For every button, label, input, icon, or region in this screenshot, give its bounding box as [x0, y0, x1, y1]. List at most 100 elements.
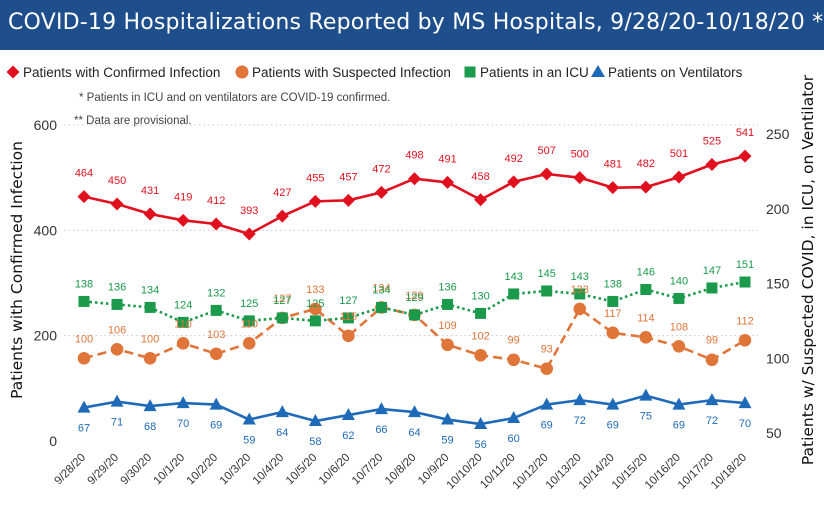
point-patients-in-an-icu-10-14-20 [607, 295, 619, 307]
point-patients-with-suspected-infection-10-2-20 [209, 347, 223, 361]
data-label-patients-with-suspected-infection-9-28-20: 100 [75, 333, 93, 345]
point-patients-in-an-icu-10-13-20 [574, 288, 586, 300]
x-tick-9-30-20: 9/30/20 [119, 452, 155, 488]
point-patients-on-ventilators-10-14-20 [606, 397, 620, 410]
point-patients-with-suspected-infection-10-14-20 [606, 326, 620, 340]
data-label-patients-with-confirmed-infection-10-14-20: 481 [604, 159, 622, 171]
data-label-patients-with-confirmed-infection-10-13-20: 500 [571, 149, 589, 161]
point-patients-with-confirmed-infection-10-5-20 [308, 194, 322, 208]
data-label-patients-with-confirmed-infection-10-17-20: 525 [703, 136, 721, 148]
x-tick-10-17-20: 10/17/20 [676, 452, 716, 492]
data-label-patients-in-an-icu-9-28-20: 138 [75, 278, 93, 290]
data-label-patients-with-suspected-infection-10-14-20: 117 [604, 308, 622, 320]
point-patients-with-suspected-infection-10-1-20 [176, 337, 190, 350]
data-label-patients-with-confirmed-infection-10-7-20: 472 [372, 163, 390, 175]
point-patients-with-confirmed-infection-10-7-20 [374, 185, 388, 199]
data-label-patients-in-an-icu-10-7-20: 134 [372, 284, 390, 296]
point-patients-with-confirmed-infection-10-2-20 [209, 217, 223, 231]
data-label-patients-on-ventilators-10-8-20: 64 [408, 427, 420, 439]
note-icu-ventilators: * Patients in ICU and on ventilators are… [79, 92, 390, 104]
data-label-patients-in-an-icu-10-10-20: 130 [471, 290, 489, 302]
data-label-patients-with-suspected-infection-10-16-20: 108 [670, 321, 688, 333]
point-patients-in-an-icu-9-30-20 [144, 301, 156, 313]
data-label-patients-with-suspected-infection-10-11-20: 99 [508, 335, 520, 347]
data-label-patients-with-suspected-infection-9-29-20: 106 [108, 324, 126, 336]
point-patients-in-an-icu-10-16-20 [673, 292, 685, 304]
data-label-patients-with-confirmed-infection-10-11-20: 492 [504, 153, 522, 165]
point-patients-on-ventilators-10-3-20 [242, 412, 256, 425]
point-patients-with-confirmed-infection-10-1-20 [176, 213, 190, 227]
point-patients-with-confirmed-infection-10-15-20 [639, 180, 653, 194]
data-label-patients-with-confirmed-infection-10-10-20: 458 [471, 171, 489, 183]
point-patients-in-an-icu-10-4-20 [276, 312, 288, 324]
series-layer [77, 149, 752, 430]
data-label-patients-with-confirmed-infection-10-16-20: 501 [670, 148, 688, 160]
left-axis-title: Patients with Confirmed Infection [8, 141, 26, 399]
data-label-patients-in-an-icu-10-15-20: 146 [637, 266, 655, 278]
data-label-patients-in-an-icu-10-6-20: 127 [339, 295, 357, 307]
data-label-patients-with-suspected-infection-10-10-20: 102 [471, 330, 489, 342]
point-patients-on-ventilators-10-7-20 [374, 402, 388, 415]
left-axis-ticks: 0 200 400 600 [34, 117, 58, 449]
point-patients-with-confirmed-infection-10-18-20 [738, 149, 752, 163]
point-patients-in-an-icu-10-3-20 [243, 315, 255, 327]
data-label-patients-with-suspected-infection-10-12-20: 93 [541, 344, 553, 356]
chart-title: COVID-19 Hospitalizations Reported by MS… [8, 10, 824, 35]
point-patients-in-an-icu-10-6-20 [342, 312, 354, 324]
data-label-patients-in-an-icu-10-9-20: 136 [438, 281, 456, 293]
data-label-patients-with-suspected-infection-10-7-20: 134 [372, 282, 390, 294]
left-tick-400: 400 [34, 222, 58, 238]
x-tick-10-4-20: 10/4/20 [251, 452, 287, 488]
right-axis-ticks: 50 100 150 200 250 [766, 126, 790, 441]
point-patients-on-ventilators-10-4-20 [275, 405, 289, 418]
point-patients-with-confirmed-infection-10-6-20 [341, 193, 355, 207]
point-patients-with-suspected-infection-10-11-20 [507, 353, 520, 367]
point-patients-in-an-icu-10-7-20 [375, 301, 387, 313]
point-patients-on-ventilators-10-15-20 [639, 388, 653, 401]
point-patients-on-ventilators-10-1-20 [176, 396, 190, 409]
x-tick-10-10-20: 10/10/20 [445, 452, 485, 492]
point-patients-with-suspected-infection-10-13-20 [573, 302, 587, 316]
data-label-patients-with-suspected-infection-10-18-20: 112 [736, 315, 754, 327]
data-label-patients-on-ventilators-10-9-20: 59 [441, 435, 453, 447]
data-label-patients-with-suspected-infection-10-8-20: 129 [405, 290, 423, 302]
point-patients-in-an-icu-10-1-20 [177, 316, 189, 328]
data-label-patients-with-confirmed-infection-10-6-20: 457 [339, 171, 357, 183]
data-label-patients-in-an-icu-10-5-20: 125 [306, 298, 324, 310]
data-label-patients-with-confirmed-infection-9-28-20: 464 [75, 168, 93, 180]
point-patients-with-suspected-infection-10-5-20 [309, 302, 322, 316]
data-label-patients-on-ventilators-10-15-20: 75 [640, 411, 652, 423]
point-patients-with-suspected-infection-10-10-20 [474, 348, 487, 362]
point-patients-on-ventilators-10-8-20 [408, 405, 421, 418]
data-label-patients-with-confirmed-infection-10-5-20: 455 [306, 172, 324, 184]
point-patients-with-confirmed-infection-9-28-20 [77, 190, 91, 204]
right-axis-title: Patients w/ Suspected COVID, in ICU, on … [799, 74, 817, 465]
data-label-patients-with-suspected-infection-9-30-20: 100 [141, 333, 159, 345]
point-patients-in-an-icu-10-18-20 [739, 276, 751, 288]
legend-label-patients-in-an-icu: Patients in an ICU [480, 65, 589, 80]
point-patients-in-an-icu-10-12-20 [541, 285, 553, 297]
x-tick-9-29-20: 9/29/20 [86, 452, 122, 488]
point-patients-in-an-icu-10-10-20 [475, 307, 487, 319]
x-tick-10-6-20: 10/6/20 [317, 452, 353, 488]
point-patients-on-ventilators-10-11-20 [507, 411, 521, 424]
data-label-patients-on-ventilators-10-17-20: 72 [706, 415, 718, 427]
point-patients-with-suspected-infection-9-28-20 [77, 351, 91, 365]
point-patients-with-confirmed-infection-10-9-20 [441, 175, 455, 189]
point-patients-on-ventilators-10-12-20 [540, 397, 554, 410]
data-label-patients-on-ventilators-10-12-20: 69 [541, 420, 553, 432]
point-patients-in-an-icu-10-8-20 [409, 309, 420, 321]
point-patients-with-confirmed-infection-10-13-20 [573, 171, 587, 185]
point-patients-with-suspected-infection-10-6-20 [342, 329, 355, 343]
title-bar: COVID-19 Hospitalizations Reported by MS… [0, 0, 824, 50]
x-tick-9-28-20: 9/28/20 [53, 452, 89, 488]
data-label-patients-on-ventilators-10-7-20: 66 [375, 424, 387, 436]
point-patients-with-confirmed-infection-10-16-20 [672, 170, 686, 184]
point-patients-with-suspected-infection-10-18-20 [738, 334, 752, 347]
point-patients-in-an-icu-10-17-20 [706, 282, 718, 294]
x-tick-10-2-20: 10/2/20 [185, 452, 221, 488]
point-patients-on-ventilators-10-18-20 [738, 396, 752, 409]
point-patients-with-confirmed-infection-9-29-20 [110, 197, 124, 211]
data-label-patients-with-suspected-infection-10-15-20: 114 [637, 312, 655, 324]
